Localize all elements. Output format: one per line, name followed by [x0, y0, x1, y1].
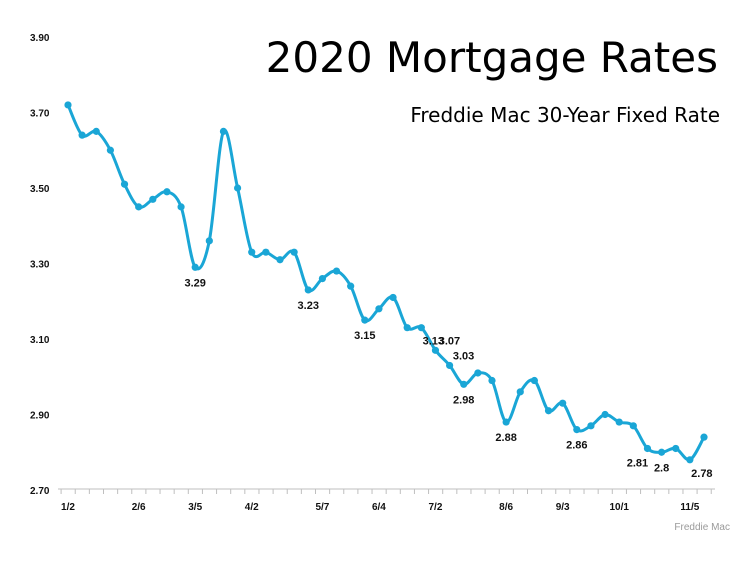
chart-subtitle: Freddie Mac 30-Year Fixed Rate — [410, 103, 720, 127]
data-point — [276, 256, 284, 264]
y-tick-label: 2.70 — [30, 486, 50, 497]
data-point — [375, 305, 383, 313]
data-point — [658, 448, 666, 456]
data-point — [502, 418, 510, 426]
data-point — [672, 444, 680, 453]
chart-title: 2020 Mortgage Rates — [266, 33, 718, 82]
data-points — [64, 101, 708, 464]
data-point — [92, 127, 100, 135]
data-point — [615, 418, 623, 426]
data-label: 3.29 — [184, 277, 205, 289]
data-point — [205, 237, 213, 245]
data-point — [446, 361, 454, 370]
data-point — [530, 376, 539, 385]
x-tick-label: 3/5 — [188, 502, 202, 513]
x-tick-label: 8/6 — [499, 502, 513, 513]
x-tick-label: 7/2 — [429, 502, 443, 513]
rate-line — [66, 103, 706, 462]
y-tick-label: 3.70 — [30, 109, 50, 120]
data-point — [488, 376, 496, 385]
data-label: 3.07 — [439, 335, 460, 347]
x-tick-label: 11/5 — [680, 502, 699, 513]
y-tick-label: 3.50 — [30, 184, 50, 195]
data-point — [403, 324, 411, 332]
data-label: 2.88 — [495, 432, 516, 444]
data-point — [78, 131, 86, 139]
data-point — [460, 380, 468, 388]
data-point — [587, 422, 595, 430]
data-labels: 3.29 3.23 3.15 3.133.07 3.03 2.98 2.88 2.86 2.81… — [184, 277, 712, 480]
y-axis: 3.90 3.70 3.50 3.30 3.10 2.90 2.70 — [30, 33, 50, 497]
data-point — [361, 316, 369, 324]
data-point — [262, 248, 270, 256]
data-point — [544, 407, 553, 415]
data-point — [248, 248, 256, 256]
x-tick-label: 4/2 — [245, 502, 259, 513]
data-label: 2.86 — [566, 440, 587, 452]
data-point — [700, 433, 708, 441]
data-point — [389, 293, 397, 302]
data-label: 2.81 — [627, 457, 648, 469]
x-tick-label: 1/2 — [61, 502, 75, 513]
data-point — [177, 203, 185, 211]
data-point — [573, 426, 581, 434]
y-tick-label: 3.90 — [30, 33, 50, 44]
data-point — [431, 346, 440, 354]
x-axis: 1/2 2/6 3/5 4/2 5/7 6/4 7/2 8/6 9/3 10/1 11/5 — [60, 489, 712, 513]
data-point — [149, 195, 157, 203]
data-point — [163, 188, 171, 196]
data-point — [135, 203, 143, 211]
data-point — [516, 388, 524, 396]
data-label: 3.03 — [453, 350, 474, 362]
data-label: 3.13 — [423, 336, 444, 348]
x-tick-label: 9/3 — [556, 502, 570, 513]
data-point — [643, 444, 652, 453]
data-point — [318, 275, 326, 283]
y-tick-label: 3.30 — [30, 260, 50, 271]
x-tick-label: 10/1 — [609, 502, 629, 513]
data-point — [120, 180, 129, 188]
y-tick-label: 2.90 — [30, 411, 50, 422]
data-point — [601, 410, 609, 419]
data-point — [304, 286, 312, 294]
data-point — [64, 101, 72, 109]
data-point — [191, 263, 199, 271]
data-label: 3.15 — [354, 330, 375, 342]
data-point — [347, 282, 355, 290]
data-label: 2.8 — [654, 462, 669, 474]
source-note: Freddie Mac — [674, 522, 730, 533]
data-point — [234, 184, 242, 192]
data-point — [417, 324, 425, 332]
x-tick-label: 5/7 — [315, 502, 329, 513]
x-tick-label: 6/4 — [372, 502, 386, 513]
data-label: 2.78 — [691, 468, 712, 480]
data-point — [474, 369, 482, 377]
data-label: 2.98 — [453, 394, 474, 406]
data-label: 3.23 — [298, 300, 319, 312]
data-point — [686, 456, 694, 464]
data-point — [559, 399, 567, 407]
data-point — [106, 146, 114, 154]
data-point — [629, 422, 637, 430]
data-point — [219, 127, 228, 135]
x-tick-label: 2/6 — [132, 502, 146, 513]
data-point — [290, 248, 298, 256]
data-point — [332, 267, 341, 275]
y-tick-label: 3.10 — [30, 335, 50, 346]
